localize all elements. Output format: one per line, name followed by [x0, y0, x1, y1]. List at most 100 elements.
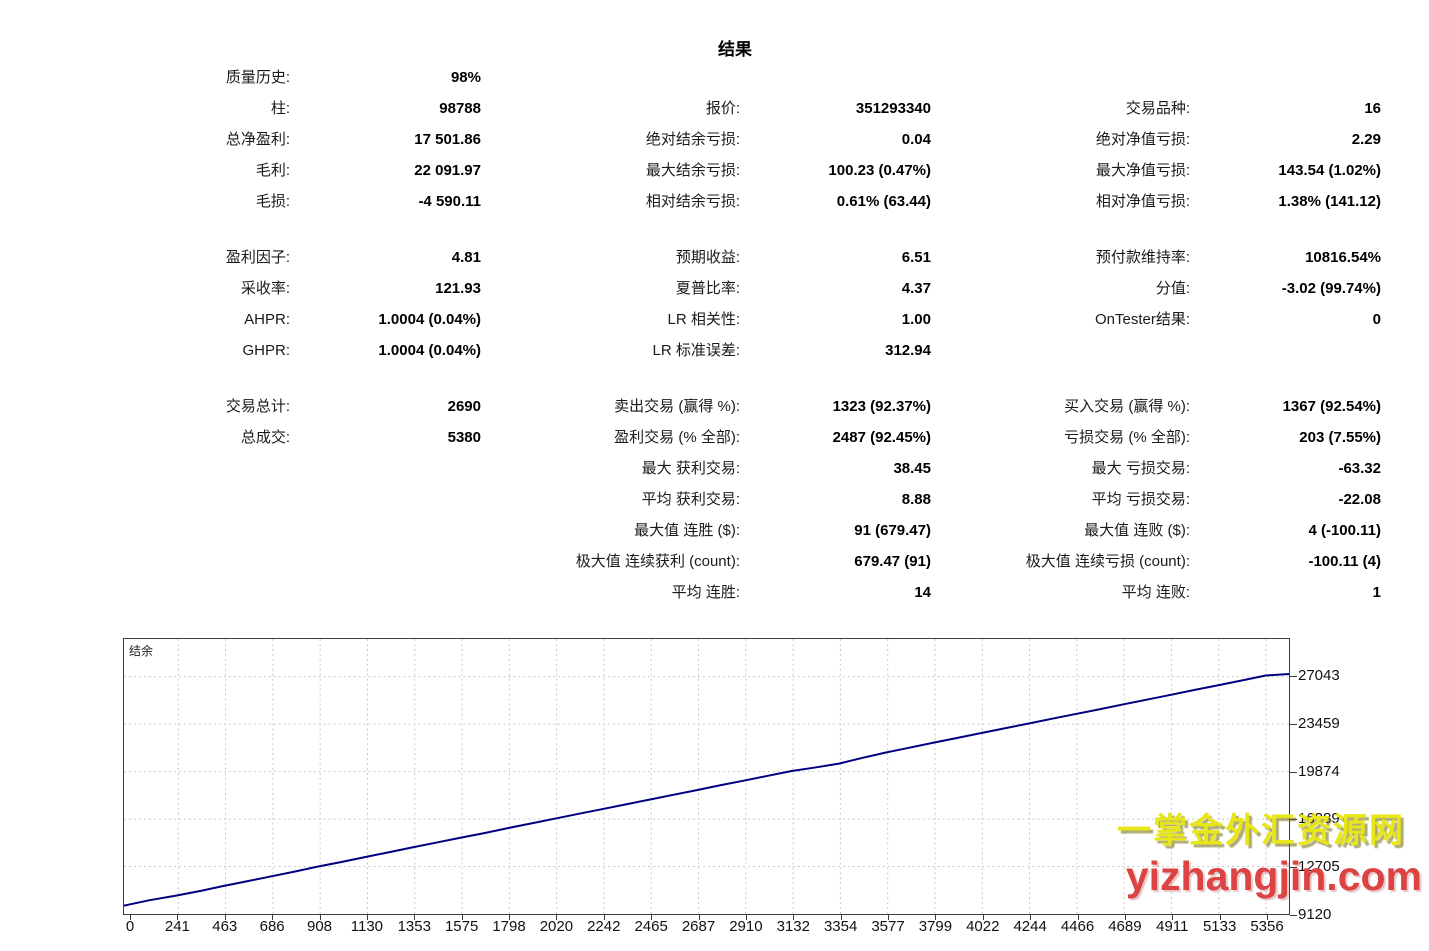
stat-value: 0.61% (63.44): [836, 193, 931, 210]
stat-value: 1323 (92.37%): [832, 398, 931, 415]
stat-label: LR 相关性:: [667, 311, 740, 328]
x-axis-tick: [177, 915, 179, 920]
page-title: 结果: [718, 40, 752, 59]
stat-label: 亏损交易 (% 全部):: [1064, 429, 1190, 446]
stat-value: [740, 62, 931, 93]
y-axis-label: 23459: [1298, 714, 1340, 732]
x-axis-tick: [509, 915, 510, 920]
stat-label: 毛利:: [255, 162, 290, 179]
x-axis-label: 4244: [1013, 918, 1047, 935]
x-axis-tick: [1172, 915, 1174, 920]
stat-label: [481, 62, 740, 93]
x-axis-tick: [130, 915, 131, 920]
stat-value: 8.88: [901, 491, 931, 508]
stat-label: [0, 484, 290, 515]
stat-value: 17 501.86: [414, 131, 481, 148]
stat-label: 绝对结余亏损:: [645, 131, 740, 148]
x-axis-label: 241: [164, 918, 190, 935]
x-axis-label: 5133: [1202, 918, 1237, 935]
x-axis-label: 3799: [918, 918, 953, 935]
stat-value: 100.23 (0.47%): [828, 162, 931, 179]
stat-label: 毛损:: [255, 193, 290, 210]
stat-label: 相对净值亏损:: [1095, 193, 1190, 210]
stat-value: 121.93: [435, 280, 481, 297]
stat-label: [0, 453, 290, 484]
x-axis-tick: [888, 915, 889, 920]
stat-value: 98%: [450, 69, 481, 86]
stat-value: 312.94: [885, 342, 931, 359]
x-axis-label: 2020: [539, 918, 574, 935]
stat-value: 1367 (92.54%): [1282, 398, 1381, 415]
stat-value: -100.11 (4): [1308, 553, 1381, 570]
x-axis-label: 2465: [634, 918, 668, 935]
x-axis-tick: [1124, 915, 1126, 920]
x-axis-label: 3354: [823, 918, 858, 935]
stat-value: [1190, 335, 1381, 366]
x-axis-tick: [414, 915, 416, 920]
x-axis-tick: [224, 915, 226, 920]
stat-label: 预期收益:: [675, 249, 740, 266]
x-axis-tick: [793, 915, 795, 920]
stat-value: 143.54 (1.02%): [1278, 162, 1381, 179]
stats-block-gap: [0, 366, 1381, 391]
stat-value: 16: [1364, 100, 1381, 117]
x-axis-label: 1353: [397, 918, 431, 935]
x-axis-label: 1130: [350, 918, 384, 935]
stat-label: 极大值 连续亏损 (count):: [1025, 553, 1190, 570]
stat-label: 质量历史:: [225, 69, 290, 86]
stat-label: 分值:: [1155, 280, 1190, 297]
stat-label: 柱:: [270, 100, 290, 117]
stat-value: 1.0004 (0.04%): [378, 311, 481, 328]
x-axis-label: 2242: [587, 918, 621, 935]
x-axis-label: 1798: [492, 918, 526, 935]
x-axis-label: 1575: [444, 918, 479, 935]
stat-label: OnTester结果:: [1094, 311, 1190, 328]
stat-label: 买入交易 (赢得 %):: [1064, 398, 1190, 415]
x-axis-tick: [651, 915, 653, 920]
x-axis-tick: [603, 915, 605, 920]
y-axis-label: 27043: [1298, 666, 1340, 684]
stat-value: 203 (7.55%): [1299, 429, 1381, 446]
y-axis-label: 16289: [1298, 810, 1340, 828]
stat-value: [290, 546, 481, 577]
stat-value: 2.29: [1351, 131, 1381, 148]
stat-label: 报价:: [705, 100, 740, 117]
stat-label: 总净盈利:: [225, 131, 290, 148]
y-axis-tick: [1290, 723, 1297, 725]
stat-label: [931, 62, 1190, 93]
x-axis-label: 2687: [681, 918, 716, 935]
stat-value: 2690: [447, 398, 481, 415]
balance-plot: [124, 639, 1289, 914]
stats-table: 质量历史: 98% 柱: 98788 报价: 351293340 交易品种: 16 总净盈利: 1…: [0, 62, 1381, 608]
x-axis-tick: [319, 915, 321, 920]
stat-value: 1.0004 (0.04%): [378, 342, 481, 359]
stat-label: 总成交:: [240, 429, 290, 446]
stat-label: [0, 577, 290, 608]
watermark-site-name: 一掌金外汇资源网: [1117, 812, 1405, 850]
x-axis-tick: [1077, 915, 1079, 920]
stat-value: [290, 577, 481, 608]
stat-value: 2487 (92.45%): [832, 429, 931, 446]
stat-label: 盈利因子:: [225, 249, 290, 266]
balance-chart: 结余: [123, 638, 1290, 915]
x-axis-tick: [461, 915, 463, 920]
stat-label: 最大值 连败 ($):: [1084, 522, 1190, 539]
stat-label: 盈利交易 (% 全部):: [614, 429, 740, 446]
stat-label: 最大 获利交易:: [641, 460, 740, 477]
stat-value: 6.51: [901, 249, 931, 266]
stat-label: 预付款维持率:: [1095, 249, 1190, 266]
stat-label: [0, 546, 290, 577]
x-axis-label: 463: [212, 918, 238, 935]
balance-line: [124, 672, 1289, 907]
x-axis-tick: [1219, 915, 1221, 920]
stat-label: 最大结余亏损:: [645, 162, 740, 179]
x-axis-label: 3132: [776, 918, 810, 935]
stat-label: 极大值 连续获利 (count):: [575, 553, 740, 570]
stat-label: 相对结余亏损:: [645, 193, 740, 210]
x-axis-tick: [698, 915, 700, 920]
stat-value: 4.37: [901, 280, 931, 297]
stat-value: 38.45: [893, 460, 931, 477]
x-axis-label: 3577: [871, 918, 905, 935]
stat-label: 最大值 连胜 ($):: [634, 522, 740, 539]
stat-label: LR 标准误差:: [652, 342, 740, 359]
